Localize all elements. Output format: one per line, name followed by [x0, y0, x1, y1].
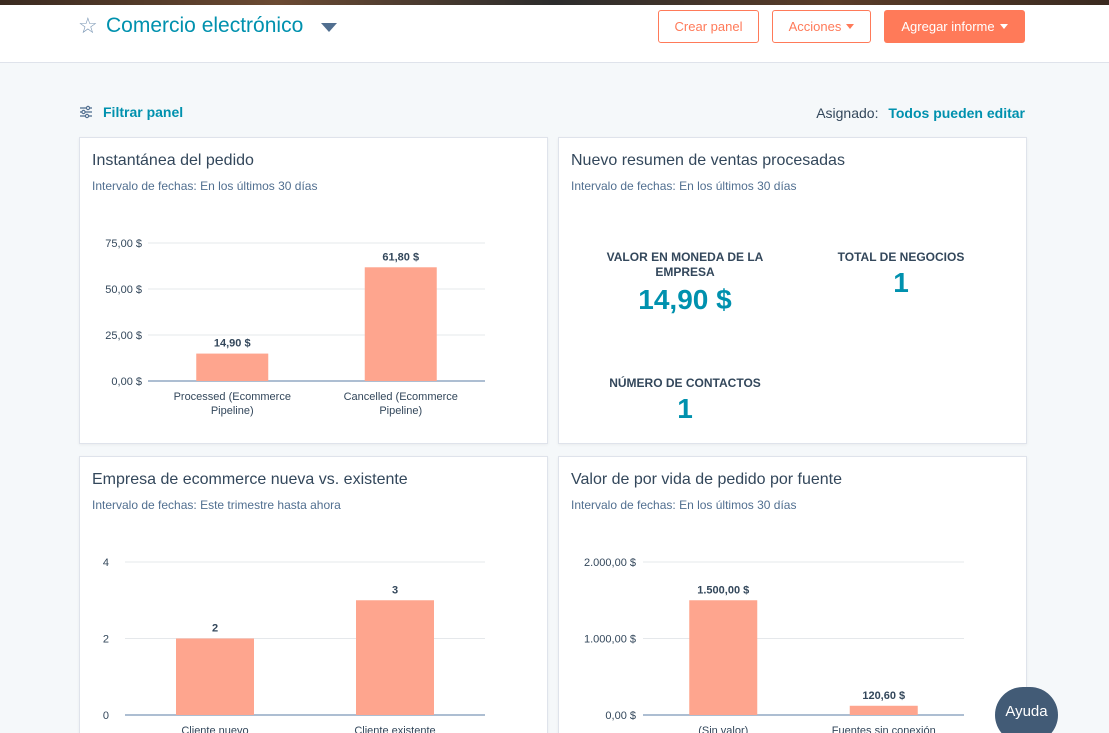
- y-tick-label: 1.000,00 $: [584, 634, 636, 646]
- card-sales-summary: Nuevo resumen de ventas procesadas Inter…: [558, 137, 1027, 444]
- kpi-value: 14,90 $: [638, 284, 732, 315]
- caret-down-icon: [846, 24, 855, 29]
- y-tick-label: 2: [103, 634, 109, 646]
- bar: [364, 267, 437, 381]
- data-label: 120,60 $: [862, 690, 905, 702]
- kpi-value: 1: [893, 267, 909, 298]
- lifetime-value-chart: 0,00 $ 1.000,00 $ 2.000,00 $ 1.500,00 $ (Sin…: [584, 557, 964, 733]
- card-subtitle: Intervalo de fechas: Este trimestre hast…: [92, 498, 341, 512]
- filter-dashboard-link[interactable]: Filtrar panel: [79, 104, 183, 120]
- create-dashboard-button[interactable]: Crear panel: [658, 10, 759, 43]
- card-new-vs-existing: Empresa de ecommerce nueva vs. existente…: [79, 456, 548, 733]
- kpi-company-value: VALOR EN MONEDA DE LA EMPRESA 14,90 $: [595, 250, 775, 316]
- actions-label: Acciones: [788, 19, 842, 34]
- bar: [356, 600, 434, 715]
- actions-button[interactable]: Acciones: [772, 10, 871, 43]
- chevron-down-icon[interactable]: [321, 23, 337, 32]
- create-dashboard-label: Crear panel: [674, 19, 743, 34]
- kpi-value: 1: [677, 393, 693, 424]
- x-tick-label: Processed (Ecommerce: [174, 391, 291, 403]
- y-tick-label: 2.000,00 $: [584, 557, 636, 569]
- data-label: 3: [392, 584, 398, 596]
- x-tick-label: Fuentes sin conexión: [832, 725, 936, 733]
- caret-down-icon: [999, 24, 1008, 29]
- y-tick-label: 0: [103, 710, 109, 722]
- y-tick-label: 4: [103, 557, 109, 569]
- y-tick-label: 0,00 $: [605, 710, 636, 722]
- data-label: 61,80 $: [382, 251, 419, 263]
- dashboard-title[interactable]: Comercio electrónico: [106, 14, 304, 37]
- order-snapshot-chart: 0,00 $ 25,00 $ 50,00 $ 75,00 $ 14,90 $ Proces…: [105, 238, 485, 417]
- x-tick-label: Cliente nuevo: [181, 725, 248, 733]
- help-button[interactable]: Ayuda: [995, 687, 1058, 733]
- window-top-strip: [0, 0, 1109, 5]
- kpi-total-deals: TOTAL DE NEGOCIOS 1: [821, 250, 981, 299]
- assigned-value-link[interactable]: Todos pueden editar: [888, 105, 1025, 121]
- y-tick-label: 50,00 $: [105, 284, 142, 296]
- data-label: 2: [212, 623, 218, 635]
- favorite-star-icon[interactable]: ☆: [78, 13, 98, 38]
- x-tick-label: Pipeline): [211, 405, 254, 417]
- kpi-label: VALOR EN MONEDA DE LA EMPRESA: [606, 250, 764, 279]
- card-title[interactable]: Valor de por vida de pedido por fuente: [571, 471, 843, 488]
- data-label: 1.500,00 $: [697, 584, 749, 596]
- bar: [849, 705, 918, 715]
- filter-sliders-icon: [80, 105, 92, 119]
- x-tick-label: Cancelled (Ecommerce: [344, 391, 458, 403]
- add-report-button[interactable]: Agregar informe: [884, 10, 1025, 43]
- card-title[interactable]: Instantánea del pedido: [92, 152, 254, 169]
- x-tick-label: Cliente existente: [354, 725, 435, 733]
- add-report-label: Agregar informe: [901, 19, 995, 34]
- dashboard-header: ☆ Comercio electrónico Crear panel Accio…: [0, 5, 1109, 63]
- card-lifetime-value: Valor de por vida de pedido por fuente I…: [558, 456, 1027, 733]
- new-vs-existing-chart: 0 2 4 2 Cliente nuevo 3 Cliente existente: [103, 557, 485, 733]
- assigned-label: Asignado:: [816, 105, 879, 121]
- card-title[interactable]: Empresa de ecommerce nueva vs. existente: [92, 471, 408, 488]
- kpi-label: NÚMERO DE CONTACTOS: [609, 376, 761, 390]
- bar: [176, 638, 254, 715]
- y-tick-label: 75,00 $: [105, 238, 142, 250]
- y-tick-label: 0,00 $: [111, 376, 142, 388]
- card-subtitle: Intervalo de fechas: En los últimos 30 d…: [571, 179, 797, 193]
- card-title[interactable]: Nuevo resumen de ventas procesadas: [571, 152, 845, 169]
- card-subtitle: Intervalo de fechas: En los últimos 30 d…: [571, 498, 797, 512]
- bar: [689, 600, 758, 715]
- bar: [196, 353, 269, 381]
- kpi-label: TOTAL DE NEGOCIOS: [837, 250, 965, 264]
- data-label: 14,90 $: [214, 338, 251, 350]
- card-order-snapshot: Instantánea del pedido Intervalo de fech…: [79, 137, 548, 444]
- x-tick-label: Pipeline): [379, 405, 422, 417]
- assigned-info: Asignado: Todos pueden editar: [816, 105, 1025, 121]
- kpi-contacts: NÚMERO DE CONTACTOS 1: [595, 376, 775, 425]
- card-subtitle: Intervalo de fechas: En los últimos 30 d…: [92, 179, 318, 193]
- y-tick-label: 25,00 $: [105, 330, 142, 342]
- filter-dashboard-label: Filtrar panel: [103, 104, 184, 120]
- x-tick-label: (Sin valor): [698, 725, 748, 733]
